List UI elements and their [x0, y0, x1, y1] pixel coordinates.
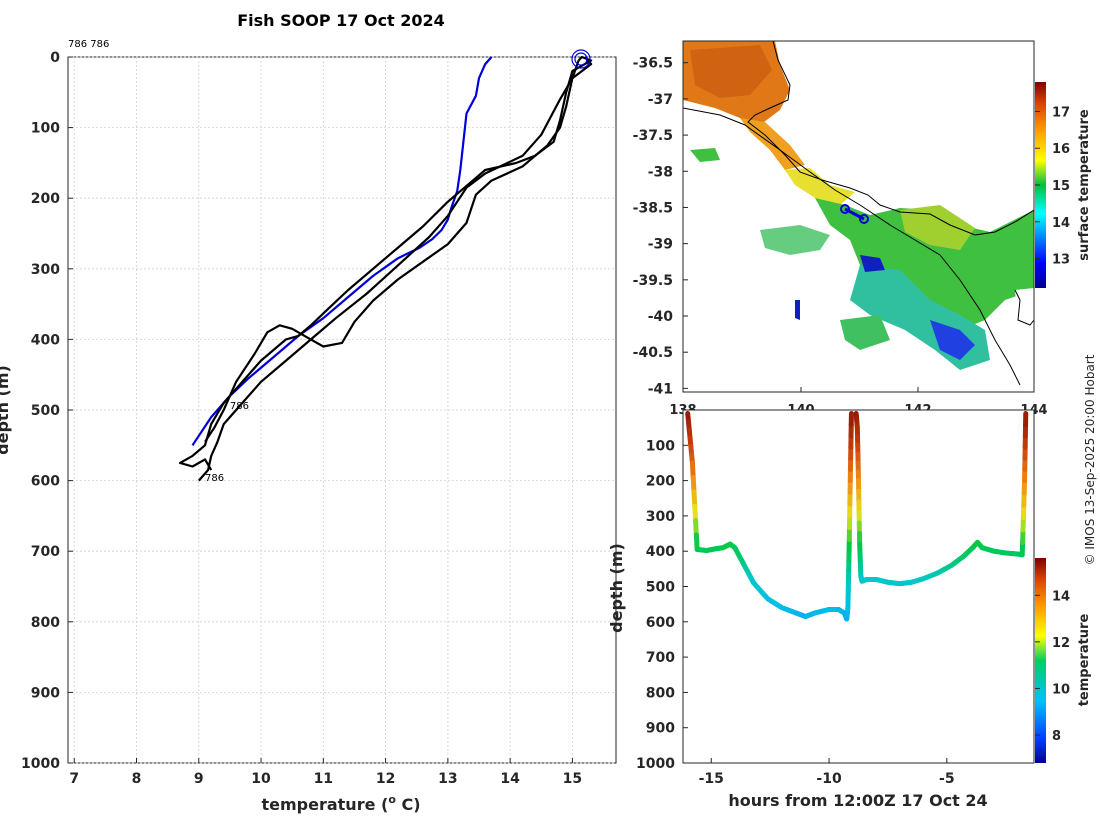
surface-colorbar-ticks: 13 14 15 16 17 [1035, 105, 1070, 268]
x-tick-label: 14 [500, 771, 520, 787]
y-tick-label: 300 [31, 262, 60, 278]
dt-y-tick-label: 200 [646, 474, 675, 490]
map-field [683, 41, 1034, 386]
colorbar-tick-label: 8 [1052, 729, 1061, 744]
dt-y-tick-label: 700 [646, 650, 675, 666]
depth-time-x-label: hours from 12:00Z 17 Oct 24 [728, 791, 987, 810]
dt-y-tick-label: 500 [646, 580, 675, 596]
y-tick-label: 700 [31, 544, 60, 560]
coastline-tas [1014, 289, 1034, 326]
cast-id-annotation: 786 [205, 473, 224, 484]
dt-x-tick-label: -10 [816, 771, 842, 787]
y-tick-label: 900 [31, 685, 60, 701]
coastline [747, 41, 1034, 236]
xbt-cast-line [179, 55, 593, 471]
blue-spot [860, 255, 885, 272]
colorbar-tick-label: 17 [1052, 105, 1070, 120]
temperature-colorbar-label: temperature [1077, 614, 1092, 707]
depth-time-y-label: depth (m) [607, 543, 626, 633]
colorbar-tick-label: 13 [1052, 253, 1070, 268]
dt-y-tick-label: 1000 [636, 756, 675, 772]
chart-title: Fish SOOP 17 Oct 2024 [237, 11, 445, 30]
depth-time-chart: -15 -10 -51002003004005006007008009001000 … [607, 409, 1092, 810]
cast-id-annotation: 786 [230, 401, 249, 412]
yellow-strip [785, 168, 855, 205]
imos-credit: © IMOS 13-Sep-2025 20:00 Hobart [1083, 354, 1097, 565]
dt-x-tick-label: -5 [939, 771, 955, 787]
y-tick-label: 500 [31, 403, 60, 419]
x-tick-label: 8 [132, 771, 142, 787]
map-lat-tick-label: -36.5 [633, 56, 673, 72]
profile-series [179, 55, 593, 482]
blue-patch [930, 320, 975, 360]
y-tick-label: 400 [31, 332, 60, 348]
depth-time-ticks: -15 -10 -5 100 200 300 400 500 600 700 800 900 1000 [636, 438, 955, 787]
dt-y-tick-label: 900 [646, 721, 675, 737]
x-axis-label: temperature (o C) [261, 793, 420, 814]
green-fleck-2 [840, 315, 890, 350]
y-axis-label: depth (m) [0, 365, 12, 455]
map-lat-tick-label: -39.5 [633, 273, 673, 289]
xbt-cast-line [204, 60, 580, 443]
dt-y-tick-label: 800 [646, 685, 675, 701]
x-tick-label: 7 [69, 771, 79, 787]
x-tick-label: 9 [194, 771, 204, 787]
dt-y-tick-label: 100 [646, 438, 675, 454]
y-tick-label: 600 [31, 474, 60, 490]
transect-end-marker [859, 214, 869, 224]
colorbar-tick-label: 16 [1052, 142, 1070, 157]
surface-marker-ring [571, 49, 591, 69]
green-region [815, 198, 1034, 330]
map-lat-tick-label: -37.5 [633, 128, 673, 144]
surface-marker [574, 52, 588, 66]
map-lat-tick-label: -37 [648, 92, 673, 108]
warm-core-patch [690, 45, 772, 98]
sst-map: -36.5 -37 -37.5 -38 -38.5 -39 -39.5 -40 -40.5 -41… [633, 40, 1092, 418]
map-lat-tick-label: -38 [648, 164, 673, 180]
green-fleck [690, 148, 720, 162]
profile-chart: Fish SOOP 17 Oct 2024 7 8 9 10 11 12 13 14 15 0 10… [0, 11, 617, 814]
surface-temperature-colorbar [1035, 82, 1046, 288]
map-axes-box [682, 40, 1035, 393]
blue-spot-2 [795, 300, 800, 320]
y-tick-label: 0 [50, 50, 60, 66]
dt-y-tick-label: 300 [646, 509, 675, 525]
profile-ticks: 7 8 9 10 11 12 13 14 15 0 100 200 300 400 500 600 700 800… [21, 50, 582, 787]
colorbar-tick-label: 14 [1052, 216, 1070, 231]
profile-grid [68, 56, 616, 764]
map-lat-tick-label: -41 [648, 381, 673, 397]
x-tick-label: 13 [438, 771, 457, 787]
dt-y-tick-label: 400 [646, 544, 675, 560]
colorbar-tick-label: 14 [1052, 589, 1070, 604]
surface-colorbar-label: surface temperature [1077, 109, 1092, 261]
x-tick-label: 15 [563, 771, 582, 787]
temperature-colorbar [1035, 558, 1046, 763]
colorbar-tick-label: 12 [1052, 636, 1070, 651]
map-lat-tick-label: -40 [648, 309, 674, 325]
temperature-colorbar-ticks: 8 10 12 14 [1035, 589, 1070, 744]
reference-profile-line [191, 56, 493, 446]
map-lat-tick-label: -38.5 [633, 200, 673, 216]
map-lat-tick-label: -39 [648, 237, 673, 253]
x-tick-label: 10 [251, 771, 271, 787]
depth-time-series [685, 411, 1029, 622]
scattered-green [760, 225, 830, 255]
y-tick-label: 200 [31, 191, 60, 207]
y-tick-label: 800 [31, 615, 60, 631]
x-tick-label: 11 [314, 771, 333, 787]
transect-start-marker [840, 204, 850, 214]
dt-x-tick-label: -15 [699, 771, 724, 787]
y-tick-label: 100 [31, 121, 60, 137]
shipping-route [683, 107, 1021, 386]
xbt-cast-line [197, 56, 593, 482]
y-tick-label: 1000 [21, 756, 60, 772]
cast-id-annotation: 786 786 [68, 39, 109, 50]
map-lat-tick-label: -40.5 [633, 345, 673, 361]
colorbar-tick-label: 10 [1052, 682, 1070, 697]
x-tick-label: 12 [376, 771, 395, 787]
dt-y-tick-label: 600 [646, 615, 675, 631]
yellow-green-patch [900, 205, 975, 250]
profile-annotations: 786 786 786 786 [68, 39, 249, 484]
colorbar-tick-label: 15 [1052, 179, 1070, 194]
